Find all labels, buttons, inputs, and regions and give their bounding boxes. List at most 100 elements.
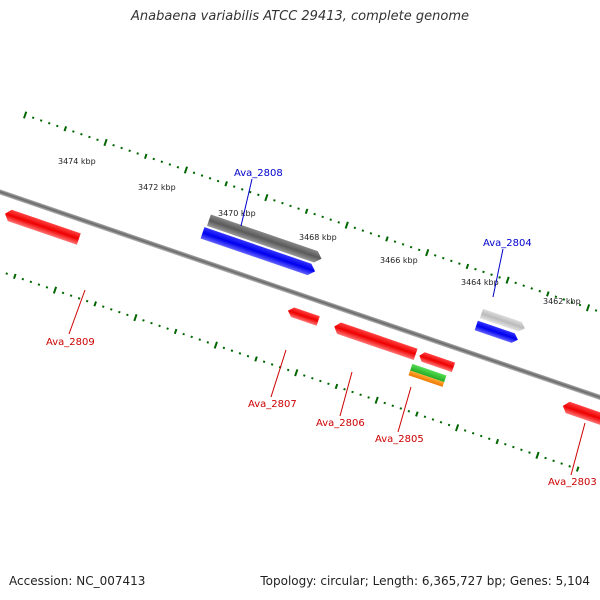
scale-inner-minor-tick <box>5 272 9 275</box>
gene-ava-2808-dark-gray-arrow[interactable] <box>206 214 323 265</box>
scale-outer-minor-tick <box>80 132 83 136</box>
scale-outer-minor-tick <box>47 121 51 125</box>
scale-label-3464: 3464 kbp <box>461 278 499 287</box>
scale-outer-minor-tick <box>63 126 68 132</box>
scale-inner-minor-tick <box>303 374 306 377</box>
scale-label-3472: 3472 kbp <box>138 183 176 192</box>
scale-outer-minor-tick <box>337 221 341 224</box>
gene-ava-2808-blue-arrow[interactable] <box>200 227 317 277</box>
scale-inner-major-tick <box>374 396 379 404</box>
scale-inner-minor-tick <box>45 286 49 289</box>
callout-line-ava-2803 <box>570 422 586 476</box>
scale-inner-minor-tick <box>166 327 169 330</box>
scale-outer-minor-tick <box>554 295 558 298</box>
scale-outer-minor-tick <box>96 138 99 142</box>
scale-inner-minor-tick <box>423 415 427 419</box>
scale-outer-major-tick <box>264 193 269 202</box>
scale-inner-minor-tick <box>101 305 105 308</box>
scale-inner-minor-tick <box>334 383 339 390</box>
gene-ava-2804-light-gray-arrow[interactable] <box>479 308 527 333</box>
gene-ava-2806b-arrow[interactable] <box>418 351 456 373</box>
scale-inner-minor-tick <box>238 352 242 355</box>
scale-inner-minor-tick <box>222 346 226 350</box>
scale-inner-minor-tick <box>479 434 483 438</box>
scale-inner-minor-tick <box>69 294 73 297</box>
scale-outer-minor-tick <box>304 208 309 215</box>
scale-inner-minor-tick <box>447 423 451 427</box>
scale-outer-minor-tick <box>329 218 332 221</box>
scale-inner-minor-tick <box>311 376 314 380</box>
scale-inner-major-tick <box>133 314 138 322</box>
gene-ava-2806-arrow[interactable] <box>332 321 418 361</box>
scale-outer-minor-tick <box>128 149 131 153</box>
scale-outer-minor-tick <box>442 256 445 260</box>
scale-inner-minor-tick <box>560 462 563 465</box>
gene-label-ava-2808[interactable]: Ava_2808 <box>234 168 283 179</box>
gene-ava-2809-arrow[interactable] <box>3 208 81 245</box>
scale-outer-minor-tick <box>361 229 365 232</box>
scale-inner-minor-tick <box>528 451 531 454</box>
scale-label-3466: 3466 kbp <box>380 256 418 265</box>
scale-label-3470: 3470 kbp <box>218 209 256 218</box>
scale-outer-major-tick <box>505 276 510 284</box>
scale-outer-minor-tick <box>208 177 212 180</box>
gene-ava-2807-arrow[interactable] <box>286 306 320 326</box>
callout-line-ava-2808 <box>240 178 253 227</box>
scale-inner-minor-tick <box>359 393 362 397</box>
scale-inner-minor-tick <box>512 445 515 449</box>
scale-inner-minor-tick <box>383 401 386 405</box>
scale-outer-minor-tick <box>273 199 276 202</box>
scale-outer-minor-tick <box>474 267 477 271</box>
scale-inner-minor-tick <box>142 319 145 322</box>
gene-label-ava-2805[interactable]: Ava_2805 <box>375 434 424 445</box>
scale-inner-minor-tick <box>351 390 354 394</box>
gene-label-ava-2809[interactable]: Ava_2809 <box>46 337 95 348</box>
scale-outer-minor-tick <box>578 303 582 307</box>
scale-outer-major-tick <box>344 221 349 229</box>
scale-inner-minor-tick <box>118 310 121 314</box>
scale-outer-major-tick <box>425 249 430 257</box>
scale-inner-minor-tick <box>77 297 81 300</box>
scale-inner-minor-tick <box>439 420 443 424</box>
scale-outer-minor-tick <box>152 157 156 161</box>
scale-outer-minor-tick <box>168 163 172 166</box>
callout-line-ava-2804 <box>492 248 504 298</box>
gene-label-ava-2807[interactable]: Ava_2807 <box>248 399 297 410</box>
scale-outer-minor-tick <box>570 300 574 304</box>
gene-ava-2804-blue-arrow[interactable] <box>474 320 520 345</box>
gene-ava-2803-arrow[interactable] <box>561 400 600 437</box>
scale-outer-minor-tick <box>112 143 115 147</box>
scale-outer-minor-tick <box>594 309 598 312</box>
scale-inner-minor-tick <box>343 387 346 391</box>
scale-inner-minor-tick <box>29 280 33 284</box>
gene-label-ava-2806[interactable]: Ava_2806 <box>316 418 365 429</box>
scale-outer-minor-tick <box>56 124 59 128</box>
scale-outer-minor-tick <box>530 287 534 290</box>
scale-label-3462: 3462 kbp <box>543 297 581 306</box>
scale-inner-minor-tick <box>85 299 89 303</box>
scale-inner-minor-tick <box>13 273 17 280</box>
scale-outer-minor-tick <box>393 240 397 243</box>
scale-outer-major-tick <box>585 304 591 312</box>
scale-outer-minor-tick <box>249 190 252 194</box>
genome-backbone <box>0 156 600 434</box>
gene-ava-2805-green-bar[interactable] <box>410 363 447 383</box>
scale-inner-minor-tick <box>182 332 185 336</box>
map-title: Anabaena variabilis ATCC 29413, complete… <box>131 9 469 24</box>
gene-label-ava-2804[interactable]: Ava_2804 <box>483 238 532 249</box>
scale-inner-minor-tick <box>568 465 571 468</box>
scale-outer-minor-tick <box>88 135 91 139</box>
scale-outer-minor-tick <box>216 179 220 183</box>
scale-label-3468: 3468 kbp <box>299 233 337 242</box>
scale-outer-minor-tick <box>240 188 244 191</box>
scale-inner-minor-tick <box>487 437 491 441</box>
scale-outer-minor-tick <box>160 160 164 164</box>
scale-outer-minor-tick <box>562 298 566 301</box>
gene-ava-2805-orange-bar[interactable] <box>408 370 445 387</box>
scale-inner-minor-tick <box>286 368 290 372</box>
callout-line-ava-2809 <box>68 289 86 335</box>
gene-label-ava-2803[interactable]: Ava_2803 <box>548 477 597 488</box>
scale-outer-major-tick <box>23 111 28 119</box>
